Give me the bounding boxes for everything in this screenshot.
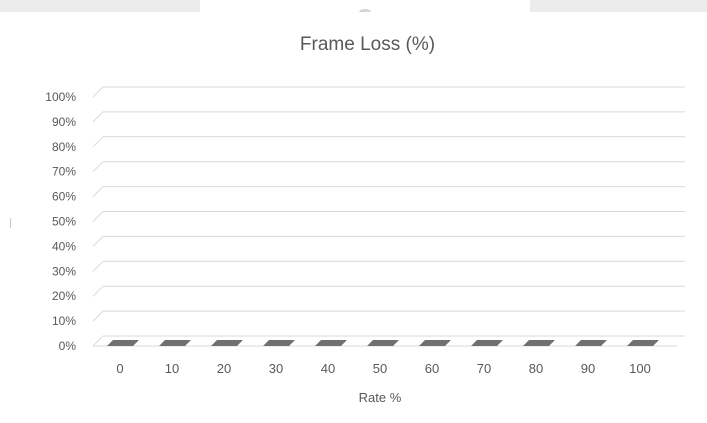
x-tick-label: 30 bbox=[269, 361, 283, 376]
gridline-depth bbox=[92, 111, 104, 123]
left-edge-marker bbox=[10, 218, 11, 228]
x-tick-label: 0 bbox=[116, 361, 123, 376]
x-tick-label: 20 bbox=[217, 361, 231, 376]
x-tick-label: 70 bbox=[477, 361, 491, 376]
x-tick-label: 60 bbox=[425, 361, 439, 376]
y-tick-label: 40% bbox=[52, 239, 76, 253]
gridline-depth bbox=[92, 236, 104, 247]
bar-70 bbox=[471, 340, 503, 346]
y-tick-label: 80% bbox=[52, 140, 76, 154]
top-strip bbox=[200, 0, 530, 14]
gridline-depth bbox=[92, 310, 104, 322]
x-tick-label: 80 bbox=[529, 361, 543, 376]
bar-20 bbox=[211, 340, 243, 346]
x-tick-label: 40 bbox=[321, 361, 335, 376]
y-tick-label: 0% bbox=[59, 339, 77, 353]
bar-30 bbox=[263, 340, 295, 346]
gridline-depth bbox=[92, 86, 104, 98]
bar-60 bbox=[419, 340, 451, 346]
y-tick-label: 20% bbox=[52, 289, 76, 303]
gridline-depth bbox=[92, 136, 104, 148]
x-tick-label: 100 bbox=[629, 361, 651, 376]
gridline-depth bbox=[92, 260, 104, 272]
bar-80 bbox=[523, 340, 555, 346]
x-tick-label: 90 bbox=[581, 361, 595, 376]
bar-90 bbox=[575, 340, 607, 346]
chart-title: Frame Loss (%) bbox=[299, 34, 436, 55]
bar-100 bbox=[627, 340, 659, 346]
bar-40 bbox=[315, 340, 347, 346]
y-tick-label: 10% bbox=[52, 314, 76, 328]
gridline-depth bbox=[92, 211, 104, 222]
bar-10 bbox=[159, 340, 191, 346]
bar-50 bbox=[367, 340, 399, 346]
gridline-depth bbox=[92, 161, 104, 173]
y-tick-label: 100% bbox=[45, 90, 76, 104]
x-axis-label: Rate % bbox=[358, 390, 402, 405]
y-tick-label: 60% bbox=[52, 190, 76, 204]
y-tick-label: 30% bbox=[52, 264, 76, 278]
x-tick-label: 10 bbox=[165, 361, 179, 376]
x-tick-label: 50 bbox=[373, 361, 387, 376]
y-tick-label: 50% bbox=[52, 215, 76, 229]
gridline-depth bbox=[92, 335, 104, 347]
gridline-depth bbox=[92, 186, 104, 197]
y-tick-label: 70% bbox=[52, 165, 76, 179]
bar-0 bbox=[107, 340, 139, 346]
y-tick-label: 90% bbox=[52, 115, 76, 129]
chart-area bbox=[0, 12, 707, 423]
gridline-depth bbox=[92, 285, 104, 297]
